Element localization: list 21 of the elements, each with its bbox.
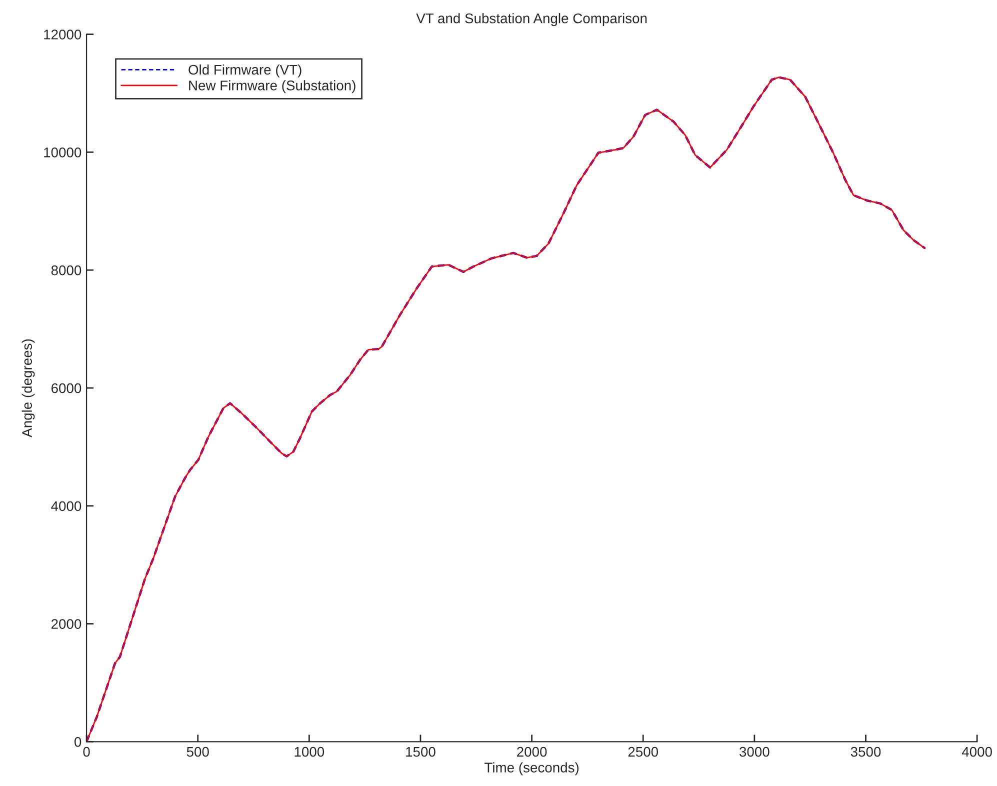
y-tick-label: 0: [74, 737, 82, 747]
x-tick-label: 3000: [740, 746, 770, 757]
x-tick-label: 2500: [628, 746, 658, 757]
x-tick-label: 1500: [406, 746, 436, 757]
x-tick-label: 2000: [517, 746, 547, 757]
y-tick-label: 6000: [51, 383, 82, 394]
x-tick-label: 0: [83, 746, 90, 757]
y-tick-label: 8000: [51, 265, 82, 276]
y-tick-label: 2000: [51, 619, 82, 629]
x-tick-label: 500: [186, 746, 209, 757]
legend-label: Old Firmware (VT): [188, 64, 302, 78]
legend-label: New Firmware (Substation): [189, 80, 356, 94]
x-tick-label: 3500: [850, 746, 881, 757]
y-tick-label: 4000: [51, 501, 82, 512]
y-axis-title: Angle (degrees): [22, 339, 35, 438]
x-tick-label: 4000: [962, 746, 992, 757]
chart-title: VT and Substation Angle Comparison: [416, 13, 647, 26]
y-tick-label: 10000: [44, 148, 82, 158]
y-tick-label: 12000: [44, 30, 82, 40]
x-tick-label: 1000: [294, 746, 324, 757]
x-axis-title: Time (seconds): [484, 762, 579, 776]
